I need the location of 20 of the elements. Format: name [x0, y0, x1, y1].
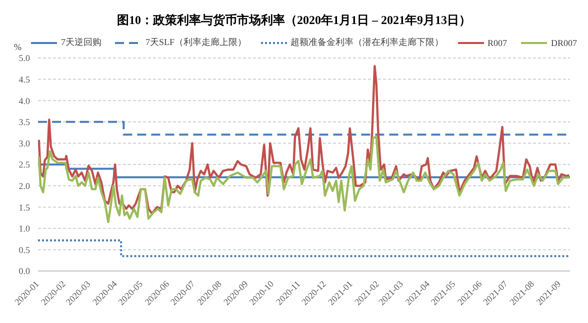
y-tick-label: 1.0 [18, 224, 30, 234]
y-tick-label: 0.0 [18, 266, 30, 276]
y-tick-label: 3.5 [18, 117, 30, 128]
legend-label: 超额准备金利率（潜在利率走廊下限） [290, 36, 444, 49]
legend-label: 7天SLF（利率走廊上限） [144, 36, 246, 49]
y-tick-label: 0.5 [18, 244, 30, 255]
y-tick-label: 3.0 [18, 138, 30, 148]
y-tick-label: 2.0 [18, 180, 30, 191]
chart-title: 图10：政策利率与货币市场利率（2020年1月1日 – 2021年9月13日） [116, 12, 472, 29]
y-axis-title: % [14, 42, 22, 52]
y-tick-label: 4.0 [18, 96, 30, 106]
legend-label: 7天逆回购 [60, 36, 102, 49]
y-tick-label: 2.5 [18, 160, 30, 170]
line-series [38, 136, 570, 224]
y-tick-label: 4.5 [18, 74, 30, 84]
y-tick-label: 1.5 [18, 202, 30, 212]
legend-label: R007 [486, 36, 508, 49]
y-tick-label: 5.0 [18, 53, 30, 64]
line-series [38, 64, 570, 215]
legend-label: DR007 [550, 36, 578, 49]
